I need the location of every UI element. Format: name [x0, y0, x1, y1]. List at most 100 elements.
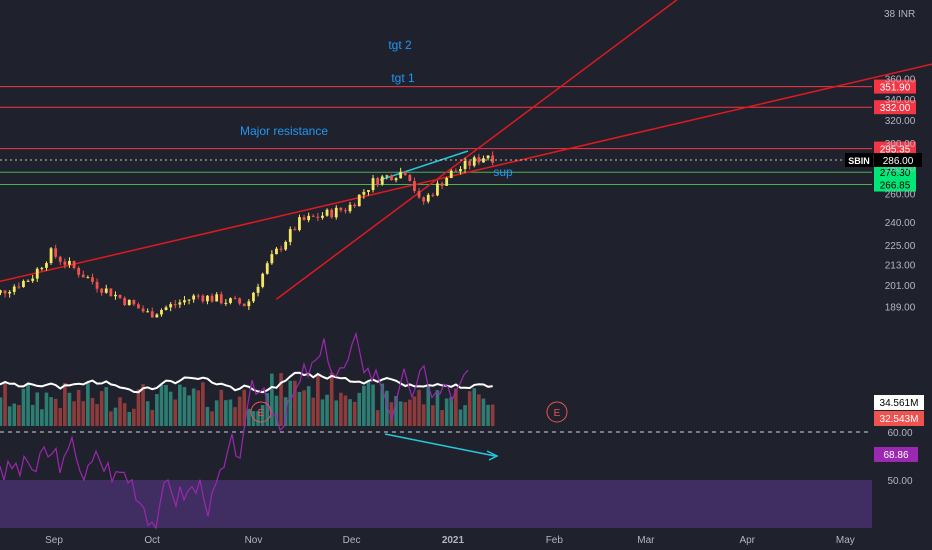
- upper-trendline[interactable]: [0, 63, 932, 283]
- volume-bar: [486, 404, 490, 426]
- volume-bar: [237, 396, 242, 426]
- volume-bar: [320, 399, 325, 426]
- time-tick-label: Mar: [637, 535, 655, 546]
- volume-bar: [454, 388, 458, 426]
- candle-body: [371, 178, 375, 191]
- price-axis[interactable]: 38 INR 360.00 340.00 320.00 300.00 280.00 260…: [884, 9, 916, 314]
- rsi-tick-label: 60.00: [887, 428, 912, 439]
- candle-body: [104, 288, 108, 293]
- volume-bar: [196, 390, 201, 426]
- time-axis[interactable]: Sep Oct Nov Dec 2021 Feb Mar Apr May: [45, 535, 855, 546]
- candle-body: [95, 281, 99, 289]
- rsi-divergence-line[interactable]: [384, 433, 496, 457]
- candle-body: [196, 295, 200, 297]
- candle-body: [362, 191, 366, 195]
- divergence-line[interactable]: [379, 150, 469, 181]
- volume-bar: [118, 397, 122, 426]
- candle-body: [417, 191, 421, 198]
- time-tick-label: 2021: [442, 535, 465, 546]
- rsi-tick-label: 50.00: [887, 476, 912, 487]
- candle-body: [22, 280, 25, 288]
- candle-body: [72, 260, 76, 268]
- candle-body: [210, 295, 214, 302]
- candle-body: [413, 181, 416, 192]
- candle-body: [288, 229, 292, 242]
- candle-body: [367, 190, 370, 192]
- candle-body: [256, 286, 260, 293]
- level-tag: [874, 177, 916, 192]
- candle-body: [100, 288, 104, 293]
- candle-body: [137, 304, 140, 309]
- volume-bar: [325, 394, 329, 426]
- volume-bar: [127, 411, 132, 426]
- earnings-marker[interactable]: E: [546, 401, 568, 423]
- annotation-tgt-1: tgt 1: [391, 71, 415, 85]
- candle-body: [146, 311, 150, 313]
- volume-bar: [132, 408, 136, 426]
- candle-body: [114, 294, 117, 297]
- candle-body: [35, 268, 39, 279]
- candle-body: [12, 286, 16, 292]
- volume-bar: [279, 373, 283, 426]
- volume-bar: [472, 388, 477, 426]
- volume-bar: [191, 388, 196, 426]
- earnings-marker[interactable]: E: [250, 401, 272, 423]
- candle-body: [270, 254, 274, 264]
- time-tick-label: Oct: [144, 535, 160, 546]
- candle-body: [436, 183, 439, 196]
- rsi-value: 68.86: [883, 450, 908, 461]
- time-tick-label: Dec: [343, 535, 361, 546]
- volume-bar: [178, 384, 182, 426]
- volume-bar: [201, 382, 205, 426]
- lower-trendline[interactable]: [275, 0, 690, 300]
- volume-bar: [95, 404, 99, 426]
- volume-bar: [490, 404, 495, 426]
- symbol-label: SBIN: [848, 156, 870, 166]
- candle-body: [219, 294, 223, 304]
- volume-label: 32.543M: [880, 414, 919, 425]
- volume-bar: [187, 395, 191, 426]
- volume-bar: [81, 401, 86, 426]
- level-value: 276.30: [880, 168, 911, 179]
- candle-body: [449, 170, 453, 179]
- earnings-marker-label: E: [258, 408, 265, 419]
- volume-bar: [150, 409, 155, 426]
- volume-bar: [228, 399, 233, 426]
- volume-bar: [426, 386, 431, 426]
- price-tick-label: 240.00: [885, 218, 916, 229]
- candle-body: [408, 175, 412, 182]
- candle-body: [160, 310, 163, 315]
- volume-bar: [481, 398, 486, 426]
- volume-bar: [435, 390, 440, 426]
- candle-body: [91, 277, 94, 282]
- volume-bar: [72, 401, 76, 426]
- price-tick-label: 320.00: [885, 116, 916, 127]
- level-tag: [874, 141, 916, 156]
- candle-body: [118, 294, 122, 298]
- rsi-divergence-arrowhead: [486, 450, 499, 461]
- volume-bar: [352, 401, 357, 426]
- candle-body: [390, 175, 393, 181]
- price-levels: 351.90 332.00 295.35 276.30 266.85: [0, 79, 916, 192]
- volume-bar: [394, 396, 398, 426]
- earnings-marker-label: E: [554, 408, 561, 419]
- volume-bar: [288, 380, 293, 426]
- candle-body: [77, 267, 81, 275]
- candle-body: [284, 241, 288, 250]
- candle-body: [440, 183, 444, 186]
- last-price-value: 286.00: [883, 156, 914, 167]
- candle-body: [472, 157, 476, 166]
- candle-body: [454, 170, 458, 172]
- volume-bar: [375, 410, 380, 426]
- candle-body: [141, 308, 145, 312]
- candle-body: [229, 298, 232, 303]
- volume-bar: [99, 391, 104, 426]
- volume-bar: [136, 389, 141, 426]
- candle-body: [58, 256, 62, 262]
- candle-body: [224, 302, 228, 304]
- volume-bar: [293, 380, 297, 426]
- volume-ma-label: 34.561M: [880, 398, 919, 409]
- candle-body: [426, 194, 430, 202]
- candle-body: [316, 216, 320, 218]
